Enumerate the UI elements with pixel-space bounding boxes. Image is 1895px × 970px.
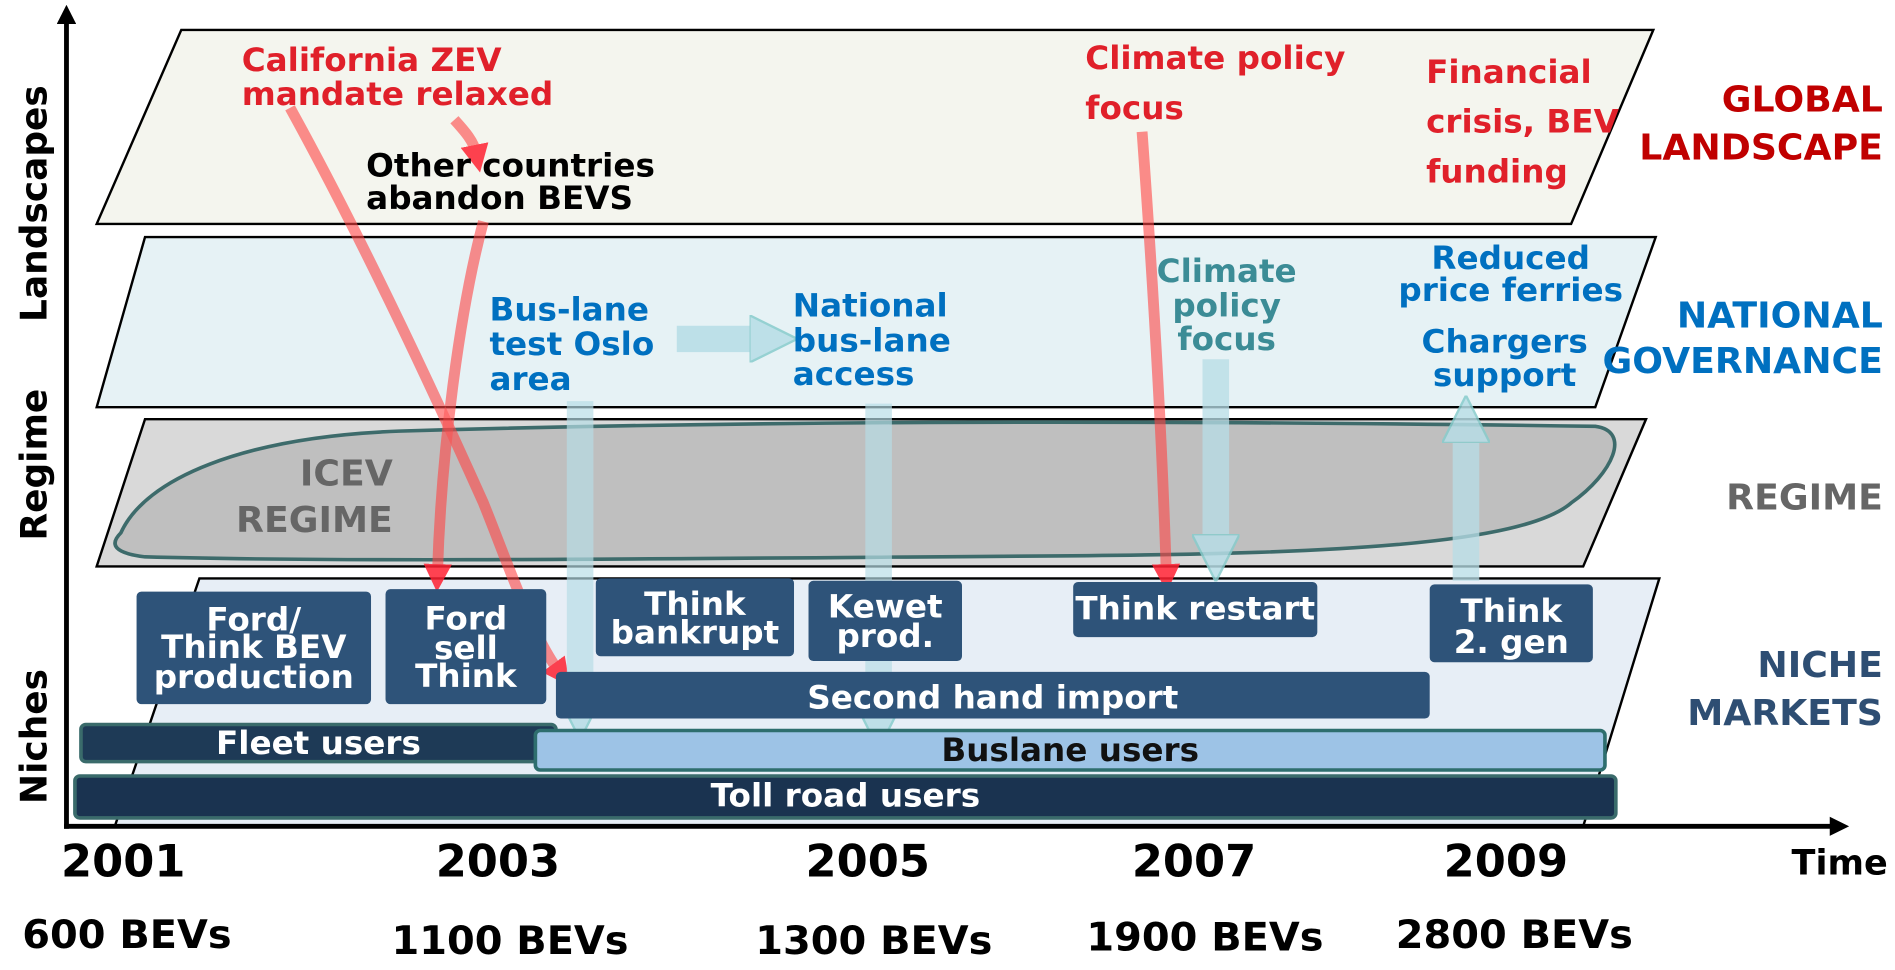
annotation: focus	[1177, 320, 1276, 358]
year-label: 2003	[436, 837, 560, 888]
y-axis-label: Landscapes	[13, 85, 55, 322]
x-axis-label: Time	[1792, 844, 1888, 884]
niche-label: Think	[644, 585, 747, 623]
niche-box	[808, 580, 963, 662]
arrows	[285, 105, 1466, 716]
niche-label: Fleet users	[216, 724, 421, 762]
regime-label: REGIME	[236, 499, 393, 541]
niche-label: Ford/	[206, 601, 301, 639]
bev-count: 2800 BEVs	[1396, 912, 1633, 958]
annotation: bus-lane	[793, 322, 951, 360]
niche-label: Ford	[424, 599, 507, 637]
niche-label: Kewet	[828, 587, 943, 625]
niche-box	[136, 591, 372, 705]
niche-label: Toll road users	[711, 777, 981, 815]
annotation: Climate policy	[1085, 39, 1345, 77]
bev-count: 1100 BEVs	[391, 918, 628, 964]
annotation: access	[793, 355, 915, 393]
annotation: Climate	[1157, 252, 1297, 290]
niche-box	[1429, 584, 1593, 663]
niche-label: production	[154, 658, 354, 696]
niche-label: Think restart	[1075, 590, 1315, 628]
niche-box	[533, 728, 1607, 772]
layer-label: LANDSCAPE	[1639, 127, 1883, 169]
annotation: area	[489, 360, 571, 398]
year-label: 2005	[806, 837, 930, 888]
annotation: National	[793, 287, 948, 325]
niche-box	[1073, 582, 1318, 638]
niche-label: bankrupt	[611, 614, 780, 652]
layer-label: GLOBAL	[1722, 79, 1883, 121]
annotation: Financial	[1426, 53, 1592, 91]
layer-label: REGIME	[1726, 476, 1883, 518]
annotation: funding	[1426, 153, 1568, 191]
annotation: focus	[1085, 89, 1184, 127]
annotation: Reduced	[1431, 239, 1590, 277]
layer-label: GOVERNANCE	[1603, 340, 1883, 382]
niche-box	[595, 578, 795, 657]
niche-box	[385, 589, 547, 705]
arrow	[450, 116, 489, 173]
niche-label: Think	[1461, 592, 1564, 630]
axes	[56, 4, 1850, 836]
regime-label: ICEV	[300, 453, 393, 495]
annotation: Chargers	[1422, 323, 1588, 361]
layer-label: NATIONAL	[1677, 294, 1883, 336]
annotation: abandon BEVS	[366, 179, 633, 217]
layer-label: NICHE	[1757, 644, 1883, 686]
niche-label: Think	[415, 657, 518, 695]
year-label: 2001	[61, 837, 185, 888]
annotation: Other countries	[366, 147, 655, 185]
annotation: price ferries	[1398, 271, 1623, 309]
niche-label: Buslane users	[941, 731, 1199, 769]
bev-count: 1300 BEVs	[755, 918, 992, 964]
niche-label: Think BEV	[161, 628, 346, 666]
year-label: 2009	[1444, 837, 1568, 888]
arrow	[1136, 131, 1181, 593]
annotation: support	[1433, 356, 1576, 394]
niche-box	[555, 671, 1430, 719]
niche-label: prod.	[836, 617, 934, 655]
niche-box	[73, 774, 1618, 820]
annotation: mandate relaxed	[242, 75, 554, 113]
annotation: crisis, BEV	[1426, 102, 1619, 140]
niche-label: Second hand import	[807, 678, 1178, 716]
niche-label: 2. gen	[1454, 623, 1569, 661]
bev-count: 1900 BEVs	[1086, 915, 1323, 961]
annotation: Bus-lane	[489, 290, 649, 328]
annotation: test Oslo	[489, 325, 654, 363]
arrow	[423, 220, 489, 593]
y-axis-label: Regime	[13, 389, 55, 541]
y-axis-label: Niches	[13, 669, 55, 804]
annotation: policy	[1172, 287, 1281, 325]
niche-label: sell	[434, 629, 498, 667]
annotation: California ZEV	[242, 41, 502, 79]
bev-count: 600 BEVs	[22, 912, 231, 958]
year-label: 2007	[1132, 837, 1256, 888]
national-layer	[95, 235, 1658, 409]
global-layer	[94, 28, 1656, 226]
layer-label: MARKETS	[1687, 692, 1883, 734]
